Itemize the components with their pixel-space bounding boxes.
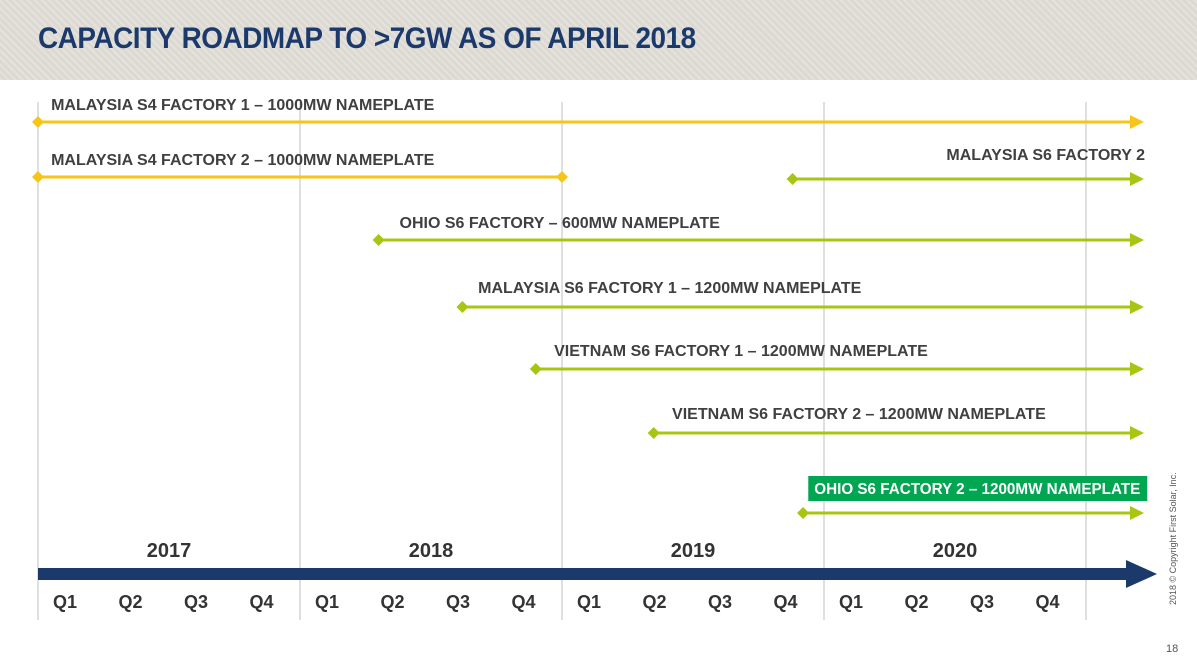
quarter-label: Q4 xyxy=(511,592,535,612)
bar-arrowhead xyxy=(1130,426,1144,440)
bar-label: MALAYSIA S6 FACTORY 1 – 1200MW NAMEPLATE xyxy=(478,280,862,297)
page-number: 18 xyxy=(1166,643,1179,655)
highlight-label-box xyxy=(808,476,1148,501)
bar-arrowhead xyxy=(1130,362,1144,376)
quarter-label: Q1 xyxy=(839,592,863,612)
time-axis-arrowhead xyxy=(1126,560,1157,588)
quarter-label: Q3 xyxy=(446,592,470,612)
bar-label: MALAYSIA S4 FACTORY 1 – 1000MW NAMEPLATE xyxy=(51,97,435,114)
quarter-label: Q2 xyxy=(118,592,142,612)
quarter-label: Q4 xyxy=(773,592,797,612)
title-banner: CAPACITY ROADMAP TO >7GW AS OF APRIL 201… xyxy=(0,0,1197,80)
quarter-label: Q2 xyxy=(904,592,928,612)
quarter-label: Q3 xyxy=(184,592,208,612)
bar-arrowhead xyxy=(1130,233,1144,247)
year-label: 2019 xyxy=(671,540,716,562)
quarter-label: Q1 xyxy=(53,592,77,612)
quarter-label: Q4 xyxy=(249,592,273,612)
start-diamond xyxy=(372,234,385,246)
quarter-label: Q3 xyxy=(708,592,732,612)
year-label: 2018 xyxy=(409,540,454,562)
bar-arrowhead xyxy=(1130,506,1144,520)
start-diamond xyxy=(32,171,44,183)
quarter-label: Q1 xyxy=(315,592,339,612)
start-diamond xyxy=(529,363,542,375)
bar-arrowhead xyxy=(1130,115,1144,129)
quarter-label: Q1 xyxy=(577,592,601,612)
start-diamond xyxy=(32,116,44,128)
bar-arrowhead xyxy=(1130,172,1144,186)
bar-label: MALAYSIA S4 FACTORY 2 – 1000MW NAMEPLATE xyxy=(51,152,435,169)
start-diamond xyxy=(797,507,810,519)
bar-label: OHIO S6 FACTORY – 600MW NAMEPLATE xyxy=(400,215,721,232)
capacity-roadmap-timeline: MALAYSIA S4 FACTORY 1 – 1000MW NAMEPLATE… xyxy=(32,97,1157,620)
page-title: CAPACITY ROADMAP TO >7GW AS OF APRIL 201… xyxy=(38,22,696,55)
bar-label: VIETNAM S6 FACTORY 1 – 1200MW NAMEPLATE xyxy=(554,343,928,360)
year-label: 2020 xyxy=(933,540,978,562)
start-diamond xyxy=(786,173,799,185)
copyright-notice: 2018 © Copyright First Solar, Inc. xyxy=(1168,472,1178,605)
time-axis xyxy=(38,568,1128,580)
start-diamond xyxy=(456,301,469,313)
bar-label: MALAYSIA S6 FACTORY 2 xyxy=(946,147,1145,164)
bar-label: OHIO S6 FACTORY 2 – 1200MW NAMEPLATE xyxy=(814,481,1140,498)
bar-arrowhead xyxy=(1130,300,1144,314)
start-diamond xyxy=(647,427,660,439)
end-diamond xyxy=(556,171,568,183)
year-label: 2017 xyxy=(147,540,192,562)
quarter-label: Q2 xyxy=(642,592,666,612)
quarter-label: Q4 xyxy=(1035,592,1059,612)
bar-label: VIETNAM S6 FACTORY 2 – 1200MW NAMEPLATE xyxy=(672,406,1046,423)
quarter-label: Q3 xyxy=(970,592,994,612)
quarter-label: Q2 xyxy=(380,592,404,612)
